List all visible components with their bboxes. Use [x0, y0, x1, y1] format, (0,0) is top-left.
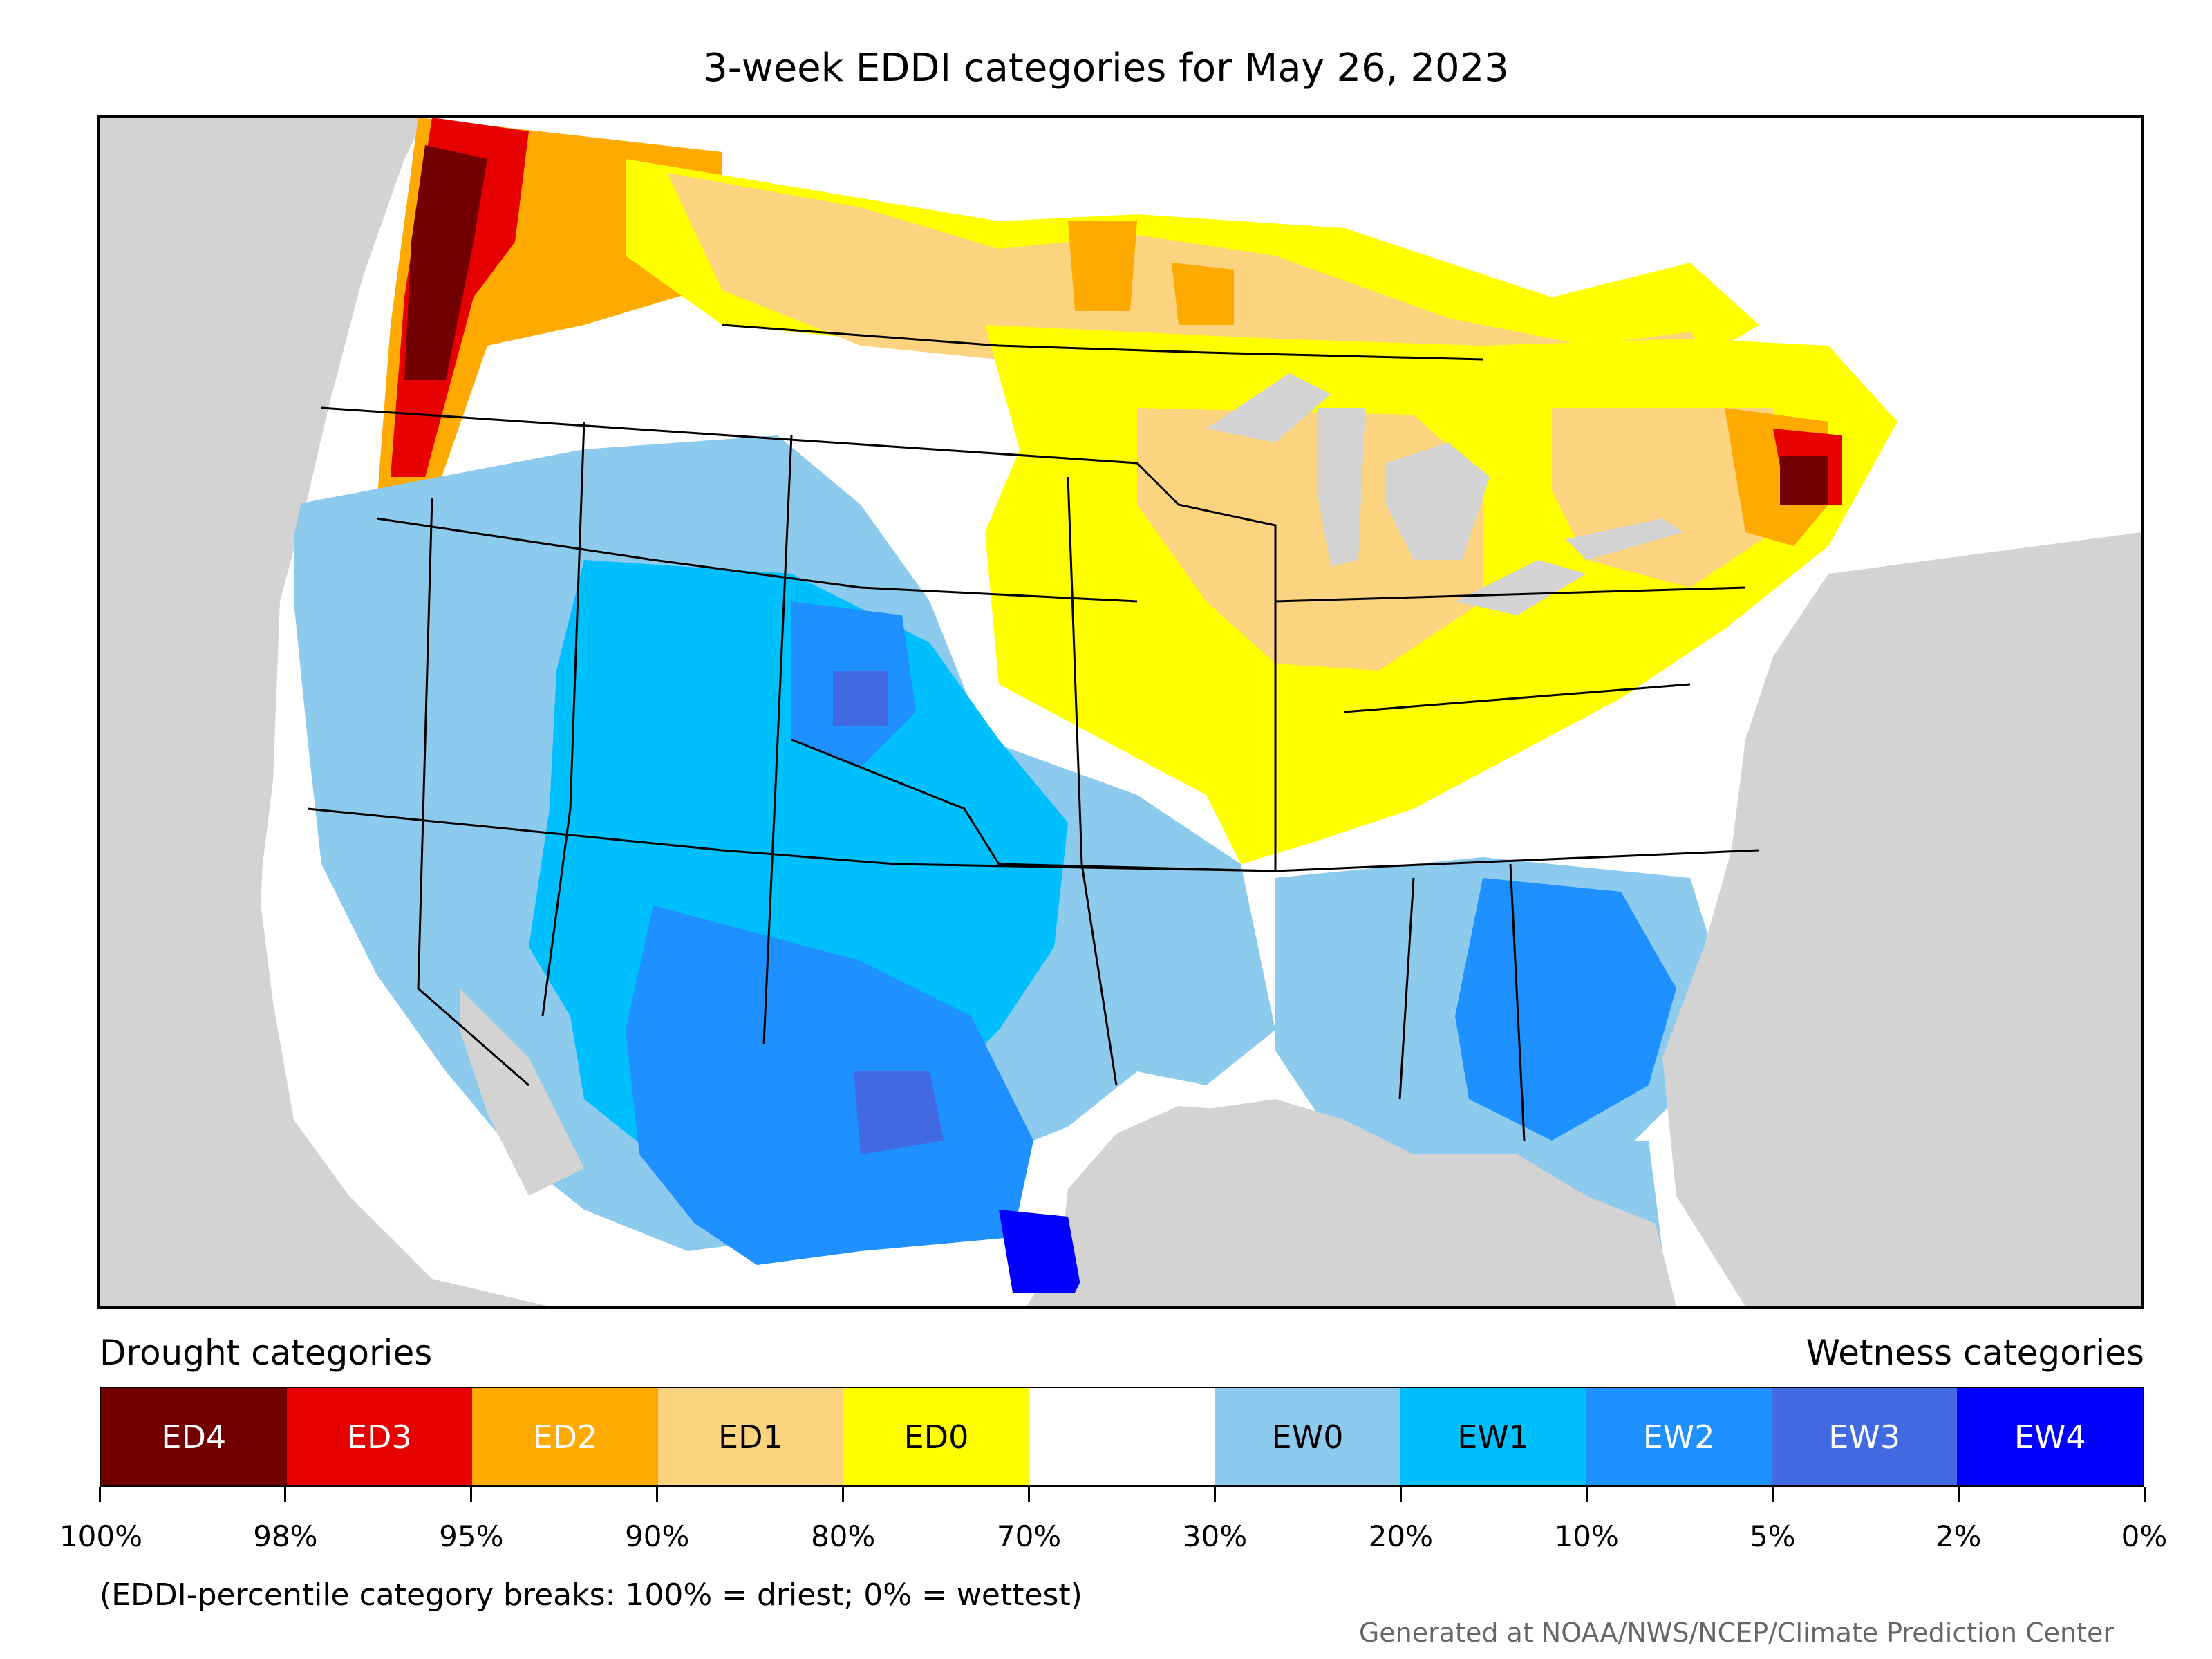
colorbar-cell-ed1: ED1: [657, 1388, 844, 1485]
colorbar-tick: [1771, 1487, 1774, 1502]
colorbar-cell-ew2: EW2: [1586, 1388, 1772, 1485]
wetness-categories-label: Wetness categories: [1806, 1333, 2144, 1373]
colorbar-tick-label: 30%: [1182, 1519, 1248, 1553]
colorbar-cell-ew3: EW3: [1771, 1388, 1958, 1485]
drought-categories-label: Drought categories: [100, 1333, 433, 1373]
colorbar-tick-label: 0%: [2121, 1519, 2168, 1553]
great-lakes: [1206, 373, 1683, 615]
colorbar-ticks: [98, 1487, 2146, 1503]
west-ew2: [626, 906, 1033, 1265]
colorbar-tick-label: 90%: [625, 1519, 690, 1553]
colorbar-tick-label: 100%: [59, 1519, 143, 1553]
colorbar-tick-label: 98%: [253, 1519, 318, 1553]
colorbar-tick: [1213, 1487, 1216, 1502]
colorbar-tick: [842, 1487, 845, 1502]
colorbar-tick: [1028, 1487, 1031, 1502]
colorbar-tick-label: 70%: [996, 1519, 1062, 1553]
colorbar-tick-label: 80%: [810, 1519, 876, 1553]
colorbar-tick-label: 10%: [1554, 1519, 1619, 1553]
colorbar-cell-ew0: EW0: [1215, 1388, 1400, 1485]
conus-map-graphic: [100, 118, 2141, 1306]
colorbar-tick: [98, 1487, 101, 1502]
colorbar-tick: [1399, 1487, 1402, 1502]
colorbar-cell-ew4: EW4: [1957, 1388, 2144, 1485]
colorbar-tick: [1957, 1487, 1960, 1502]
category-breaks-note: (EDDI-percentile category breaks: 100% =…: [100, 1577, 1082, 1613]
colorbar-tick-label: 5%: [1749, 1519, 1796, 1553]
gulf-of-mexico: [1068, 1099, 1676, 1306]
pacific-ocean: [100, 118, 404, 1306]
colorbar-tick-label: 2%: [1935, 1519, 1982, 1553]
category-colorbar: ED4 ED3 ED2 ED1 ED0 EW0 EW1 EW2 EW3 EW4: [100, 1387, 2144, 1487]
colorbar-tick: [1585, 1487, 1588, 1502]
colorbar-cell-normal: [1029, 1388, 1215, 1485]
colorbar-tick-label: 95%: [439, 1519, 504, 1553]
colorbar-cell-ew1: EW1: [1400, 1388, 1586, 1485]
atlantic-ocean: [1662, 532, 2141, 1306]
state-boundaries: [307, 324, 1760, 1141]
colorbar-cell-ed2: ED2: [472, 1388, 658, 1485]
colorbar-tick: [284, 1487, 287, 1502]
source-credit: Generated at NOAA/NWS/NCEP/Climate Predi…: [1358, 1618, 2114, 1648]
colorbar-cell-ed0: ED0: [843, 1388, 1029, 1485]
colorbar-cell-ed4: ED4: [101, 1388, 287, 1485]
colorbar-tick: [656, 1487, 659, 1502]
colorbar-tick-label: 20%: [1368, 1519, 1434, 1553]
eddi-map: [97, 115, 2144, 1309]
colorbar-tick: [470, 1487, 473, 1502]
colorbar-tick: [2143, 1487, 2146, 1502]
colorbar-cell-ed3: ED3: [286, 1388, 473, 1485]
map-title: 3-week EDDI categories for May 26, 2023: [703, 46, 1509, 91]
